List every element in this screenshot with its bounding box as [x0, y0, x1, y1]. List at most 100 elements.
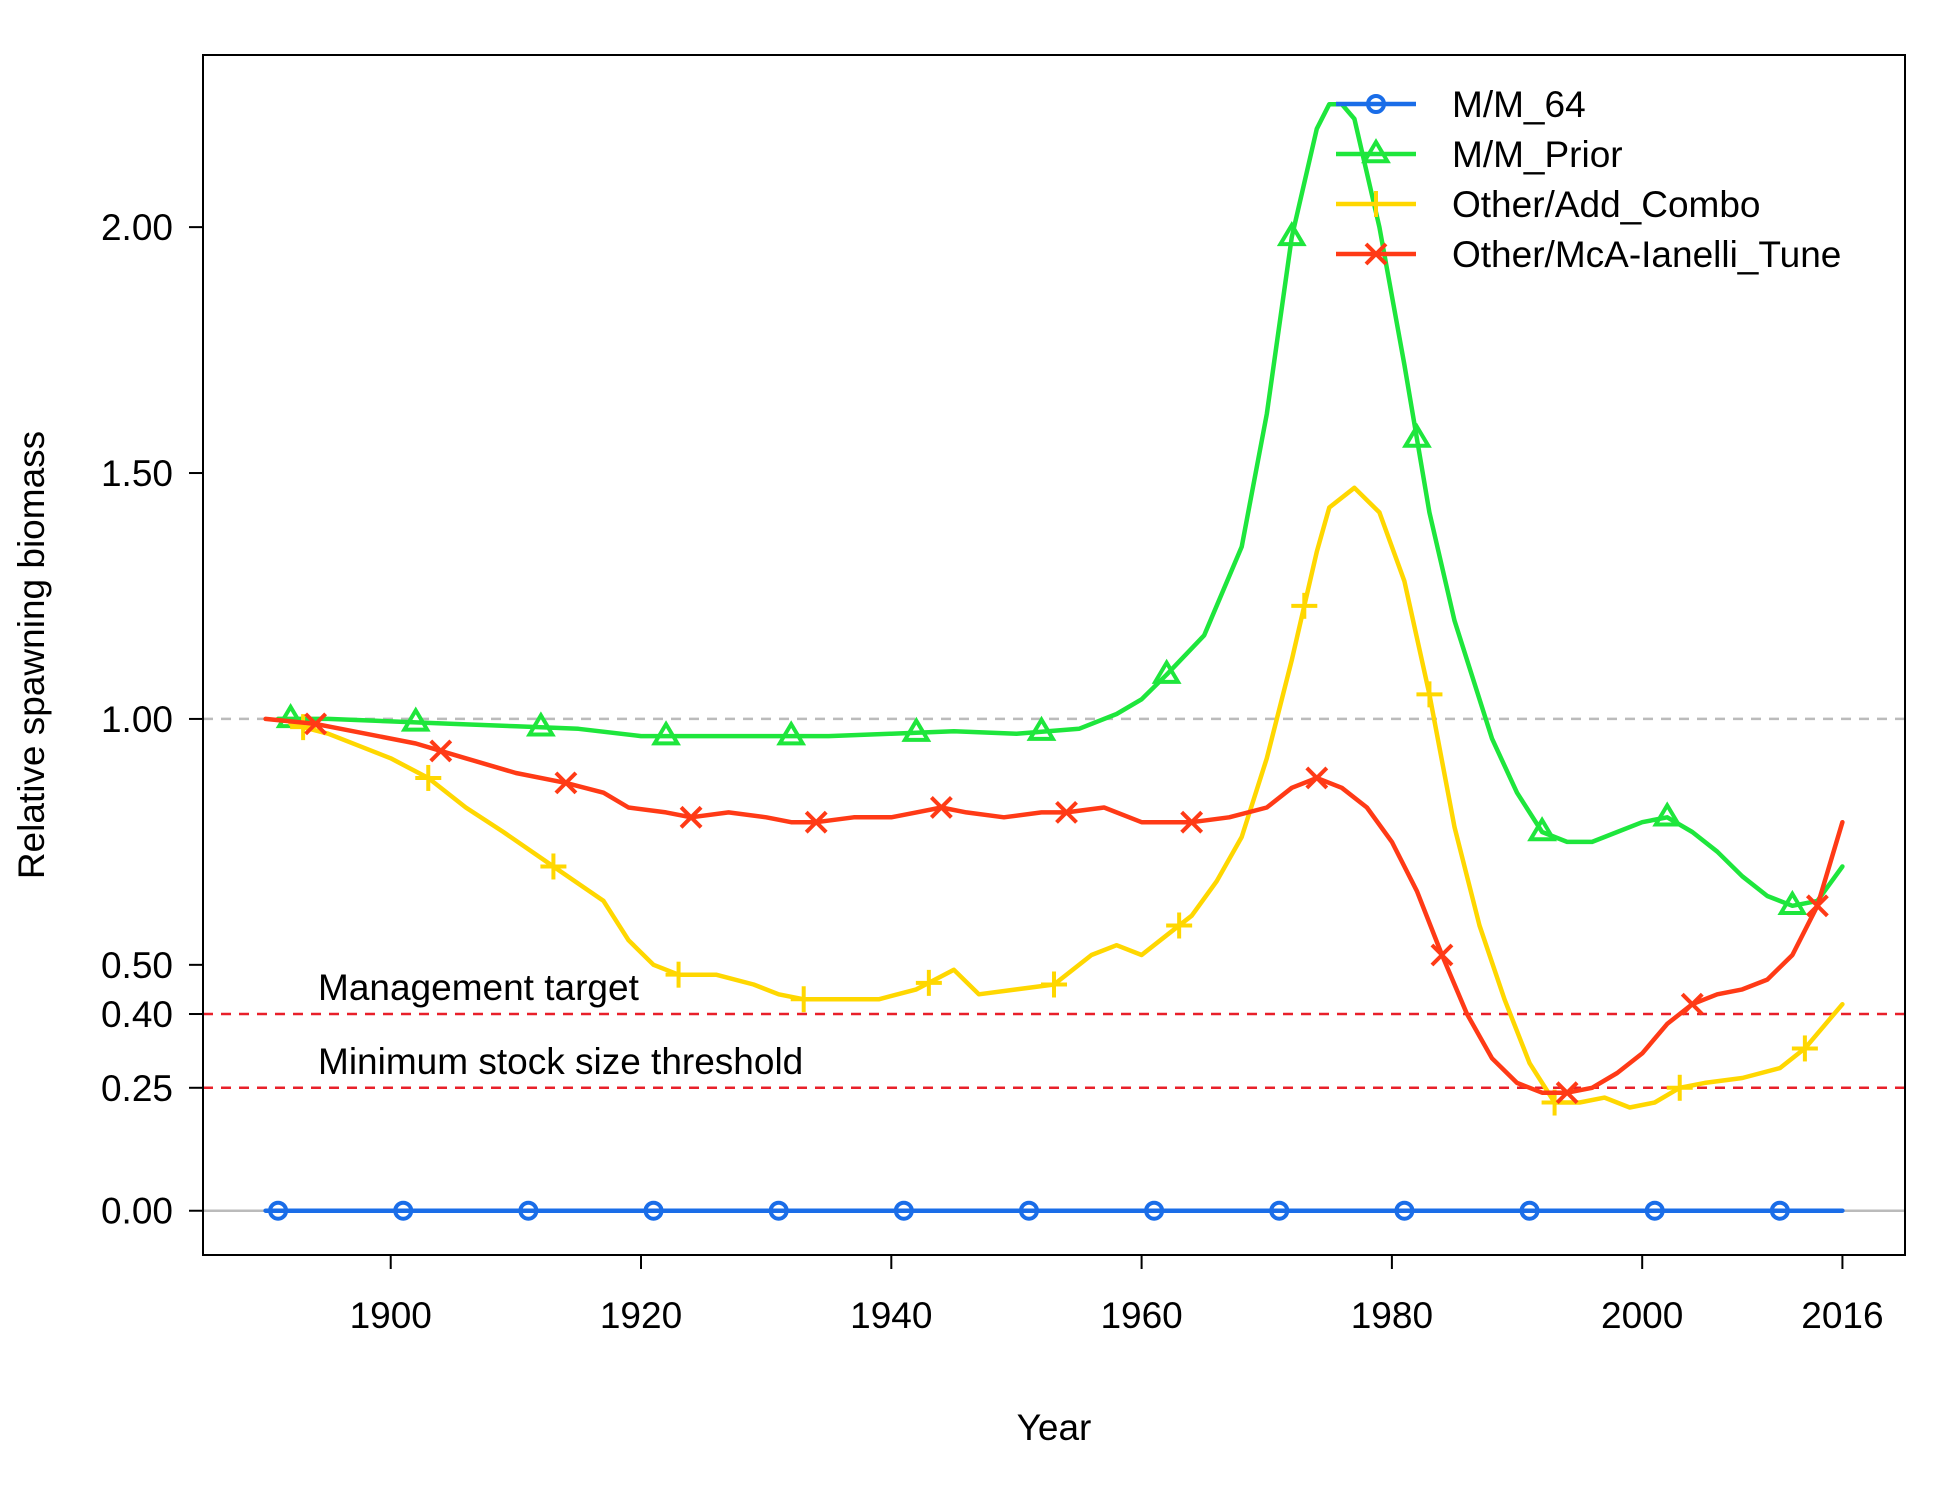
series-3 [263, 712, 1845, 1105]
data-point [1644, 1200, 1665, 1221]
data-point-shape [1151, 658, 1182, 684]
plot-frame [202, 54, 1906, 1256]
data-point-d2 [1055, 800, 1078, 824]
data-point [1018, 1200, 1039, 1221]
series-line [263, 716, 1845, 1095]
data-point [1652, 801, 1683, 827]
legend-entry: M/M_Prior [1336, 134, 1623, 175]
data-point [1041, 971, 1067, 998]
y-tick-label: 0.25 [101, 1068, 173, 1109]
legend-swatch-marker-d2 [1364, 242, 1388, 266]
data-point [776, 720, 807, 746]
y-tick-label: 2.00 [101, 207, 173, 248]
series-1 [275, 101, 1845, 916]
data-point-shape [393, 1200, 414, 1221]
data-point [893, 1200, 914, 1221]
data-point-shape [268, 1200, 289, 1221]
data-point-shape [518, 1200, 539, 1221]
data-point [1394, 1200, 1415, 1221]
data-point-d2 [429, 739, 453, 763]
x-tick-label: 1900 [350, 1295, 432, 1336]
data-point-shape [893, 1200, 914, 1221]
y-tick-label: 0.50 [101, 945, 173, 986]
data-point [1416, 681, 1443, 708]
data-point [915, 969, 942, 996]
data-point-shape [1402, 422, 1432, 448]
x-tick-label: 2016 [1801, 1295, 1883, 1336]
data-point-shape [768, 1200, 789, 1221]
data-point-d2 [679, 805, 703, 829]
data-point [525, 711, 556, 737]
data-point [400, 706, 431, 732]
y-axis-title: Relative spawning biomass [11, 431, 52, 879]
data-point [1680, 992, 1704, 1016]
series-2 [288, 485, 1845, 1116]
data-point-shape [1018, 1200, 1039, 1221]
legend-label: M/M_64 [1452, 84, 1586, 125]
data-point [393, 1200, 414, 1221]
data-point-d2 [929, 796, 953, 819]
data-point [1527, 816, 1557, 842]
reference-lines: Management target Minimum stock size thre… [203, 717, 1905, 1212]
data-point-shape [1144, 1200, 1165, 1221]
data-point-shape [1394, 1200, 1415, 1221]
data-point [1430, 943, 1454, 967]
data-point-shape [643, 1200, 664, 1221]
data-point [804, 810, 828, 834]
data-point-d2 [1430, 943, 1454, 967]
reference-line-label: Minimum stock size threshold [318, 1041, 803, 1082]
data-point-d2 [1680, 992, 1704, 1016]
data-point [901, 716, 932, 742]
data-point-shape [1276, 221, 1307, 247]
x-tick-label: 1960 [1100, 1295, 1182, 1336]
x-tick-label: 1980 [1351, 1295, 1433, 1336]
legend-swatch-marker-shape [1366, 94, 1386, 114]
data-point [768, 1200, 789, 1221]
legend-entry: Other/Add_Combo [1336, 184, 1761, 225]
legend-swatch-marker [1363, 191, 1389, 217]
data-point [1166, 912, 1193, 939]
data-point-shape [1777, 889, 1808, 916]
data-point [1291, 592, 1318, 619]
data-point-shape [1644, 1200, 1665, 1221]
data-point-d2 [1805, 894, 1829, 918]
legend-entry: Other/McA-Ianelli_Tune [1336, 234, 1841, 275]
legend-label: Other/Add_Combo [1452, 184, 1761, 225]
data-point [1151, 658, 1182, 684]
series-layer [263, 101, 1845, 1221]
legend: M/M_64 M/M_Prior Other/Add_Combo Other/McA-… [1336, 84, 1841, 275]
data-point [1769, 1200, 1790, 1221]
data-point [1555, 1081, 1579, 1105]
data-point [429, 739, 453, 763]
legend-swatch-marker-shape [1361, 138, 1391, 164]
y-tick-label: 0.40 [101, 994, 173, 1035]
data-point [1055, 800, 1078, 824]
data-point-shape [1269, 1200, 1290, 1221]
data-point-d2 [304, 712, 328, 736]
data-point [1180, 810, 1204, 834]
data-point-shape [1769, 1200, 1790, 1221]
data-point [929, 796, 953, 819]
data-point-shape [1519, 1200, 1540, 1221]
data-point [415, 764, 442, 791]
legend-label: Other/McA-Ianelli_Tune [1452, 234, 1841, 275]
data-point [1666, 1074, 1693, 1101]
data-point [651, 720, 681, 746]
data-point [1269, 1200, 1290, 1221]
series-0 [263, 1200, 1845, 1221]
series-line [275, 101, 1845, 909]
data-point [1791, 1035, 1818, 1062]
data-point [679, 805, 703, 829]
data-point [554, 771, 578, 795]
legend-entry: M/M_64 [1336, 84, 1586, 125]
data-point [268, 1200, 289, 1221]
data-point [518, 1200, 539, 1221]
x-tick-label: 2000 [1601, 1295, 1683, 1336]
y-tick-label: 1.50 [101, 453, 173, 494]
data-point-shape [1527, 816, 1557, 842]
data-point [643, 1200, 664, 1221]
legend-swatch-marker [1366, 94, 1386, 114]
data-point [1276, 221, 1307, 247]
x-tick-label: 1940 [850, 1295, 932, 1336]
